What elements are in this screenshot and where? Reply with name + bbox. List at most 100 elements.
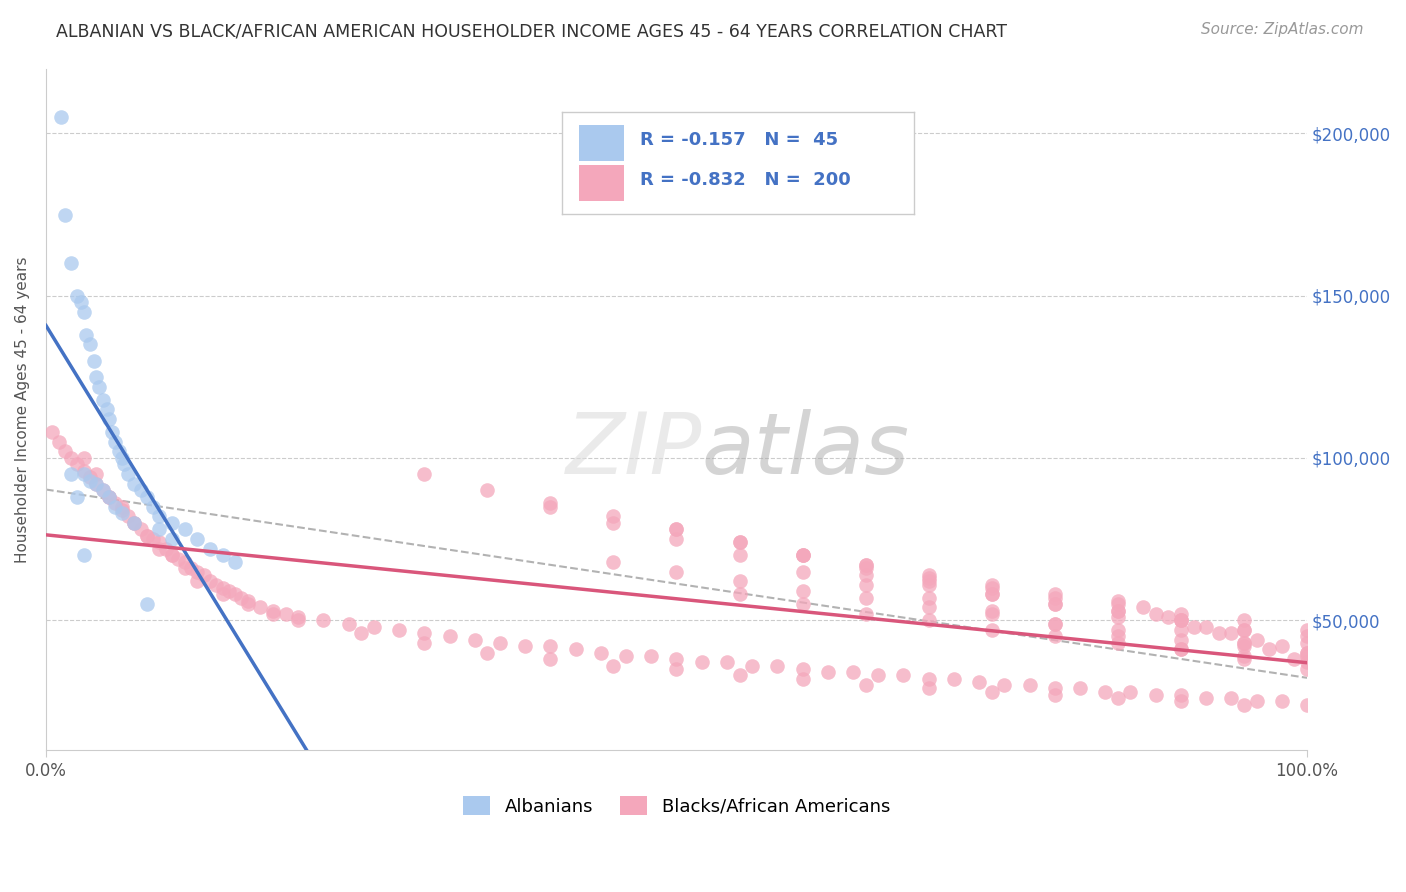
Point	[142, 532, 165, 546]
Point	[1246, 694, 1268, 708]
Point	[980, 581, 1002, 595]
Point	[86, 467, 108, 482]
Point	[287, 613, 309, 627]
Point	[413, 626, 436, 640]
Point	[602, 516, 624, 530]
Point	[980, 587, 1002, 601]
Point	[86, 477, 108, 491]
Point	[173, 561, 195, 575]
Point	[602, 555, 624, 569]
Point	[79, 474, 101, 488]
Point	[1144, 688, 1167, 702]
Point	[1170, 613, 1192, 627]
Point	[855, 561, 877, 575]
Text: ALBANIAN VS BLACK/AFRICAN AMERICAN HOUSEHOLDER INCOME AGES 45 - 64 YEARS CORRELA: ALBANIAN VS BLACK/AFRICAN AMERICAN HOUSE…	[56, 22, 1007, 40]
Point	[60, 467, 83, 482]
Point	[1119, 684, 1142, 698]
Point	[1233, 698, 1256, 712]
Point	[1170, 642, 1192, 657]
Point	[363, 620, 385, 634]
Point	[112, 458, 135, 472]
Point	[1043, 616, 1066, 631]
Point	[98, 490, 121, 504]
Point	[205, 577, 228, 591]
Point	[104, 496, 127, 510]
Text: ZIP: ZIP	[565, 409, 702, 491]
Point	[211, 587, 233, 601]
Point	[111, 503, 134, 517]
Point	[48, 434, 70, 449]
Point	[1094, 684, 1116, 698]
Point	[98, 412, 121, 426]
Point	[180, 561, 202, 575]
Point	[287, 610, 309, 624]
Point	[1233, 636, 1256, 650]
Point	[980, 577, 1002, 591]
Point	[1258, 642, 1281, 657]
Point	[1233, 623, 1256, 637]
Point	[602, 658, 624, 673]
Point	[538, 639, 561, 653]
Point	[1233, 636, 1256, 650]
Point	[1220, 626, 1243, 640]
Point	[98, 490, 121, 504]
Point	[665, 532, 688, 546]
Point	[96, 402, 118, 417]
Point	[792, 584, 814, 599]
Point	[1107, 623, 1129, 637]
Point	[413, 467, 436, 482]
Point	[640, 648, 662, 663]
Point	[91, 483, 114, 498]
Point	[980, 607, 1002, 621]
Point	[918, 600, 941, 615]
Point	[1271, 639, 1294, 653]
Point	[1233, 648, 1256, 663]
Point	[515, 639, 537, 653]
Point	[274, 607, 297, 621]
Point	[122, 477, 145, 491]
Point	[160, 549, 183, 563]
Point	[1296, 636, 1319, 650]
Point	[1043, 597, 1066, 611]
Point	[388, 623, 411, 637]
Point	[41, 425, 63, 439]
Point	[86, 369, 108, 384]
Point	[690, 656, 713, 670]
Point	[1107, 603, 1129, 617]
Point	[1107, 630, 1129, 644]
Point	[792, 597, 814, 611]
Point	[1043, 597, 1066, 611]
Point	[173, 555, 195, 569]
Point	[160, 516, 183, 530]
Point	[980, 623, 1002, 637]
Point	[79, 470, 101, 484]
Point	[766, 658, 789, 673]
Point	[83, 353, 105, 368]
Point	[1107, 636, 1129, 650]
Point	[98, 490, 121, 504]
Point	[855, 577, 877, 591]
Point	[665, 522, 688, 536]
Point	[236, 594, 259, 608]
Point	[1233, 613, 1256, 627]
Point	[538, 500, 561, 514]
Point	[1170, 694, 1192, 708]
Point	[104, 434, 127, 449]
Point	[728, 668, 751, 682]
Point	[117, 467, 139, 482]
Point	[70, 295, 93, 310]
Point	[231, 591, 253, 605]
Point	[262, 603, 284, 617]
Point	[918, 571, 941, 585]
Point	[1233, 639, 1256, 653]
Point	[792, 549, 814, 563]
Point	[980, 684, 1002, 698]
Point	[1246, 632, 1268, 647]
Point	[1144, 607, 1167, 621]
Point	[918, 574, 941, 589]
Point	[148, 535, 170, 549]
Point	[464, 632, 486, 647]
Point	[1107, 597, 1129, 611]
Point	[186, 574, 208, 589]
Point	[1107, 691, 1129, 706]
